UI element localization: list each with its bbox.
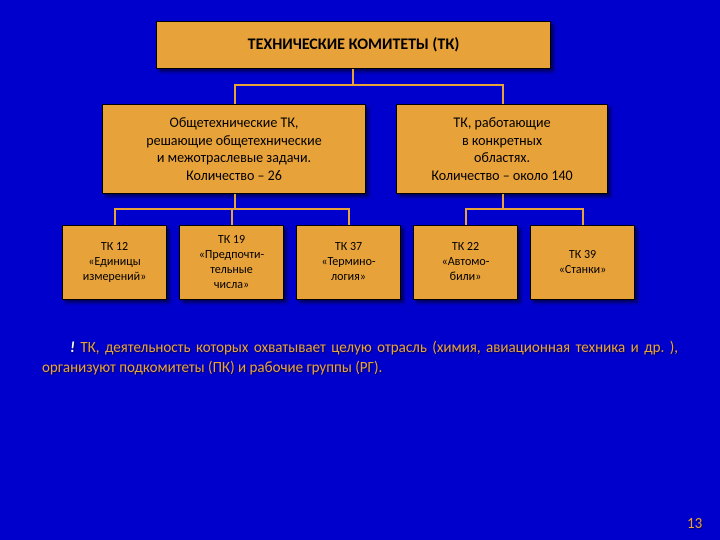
mid-box-0: Общетехнические ТК, решающие общетехниче… [102, 104, 366, 194]
connector-3 [502, 84, 504, 104]
connector-8 [348, 208, 350, 225]
connector-11 [465, 208, 467, 225]
page-number: 13 [687, 515, 702, 533]
connector-0 [352, 69, 354, 84]
connector-7 [231, 208, 233, 225]
leaf-box-1: ТК 19 «Предпочти- тельные числа» [179, 225, 284, 300]
leaf-box-2: ТК 37 «Термино- логия» [296, 225, 401, 300]
connector-6 [114, 208, 116, 225]
connector-1 [234, 84, 504, 86]
mid-box-1: ТК, работающие в конкретных областях. Ко… [396, 104, 608, 194]
leaf-box-4: ТК 39 «Станки» [530, 225, 635, 300]
root-box: ТЕХНИЧЕСКИЕ КОМИТЕТЫ (ТК) [156, 21, 551, 69]
leaf-box-3: ТК 22 «Автомо- били» [413, 225, 518, 300]
footer-text: ТК, деятельность которых охватывает целу… [42, 339, 678, 377]
connector-10 [465, 208, 584, 210]
connector-2 [234, 84, 236, 104]
root-title: ТЕХНИЧЕСКИЕ КОМИТЕТЫ (ТК) [248, 35, 460, 55]
connector-12 [582, 208, 584, 225]
connector-9 [502, 194, 504, 208]
connector-4 [234, 194, 236, 208]
leaf-box-0: ТК 12 «Единицы измерений» [62, 225, 167, 300]
footer-note: ! ТК, деятельность которых охватывает це… [42, 338, 678, 379]
